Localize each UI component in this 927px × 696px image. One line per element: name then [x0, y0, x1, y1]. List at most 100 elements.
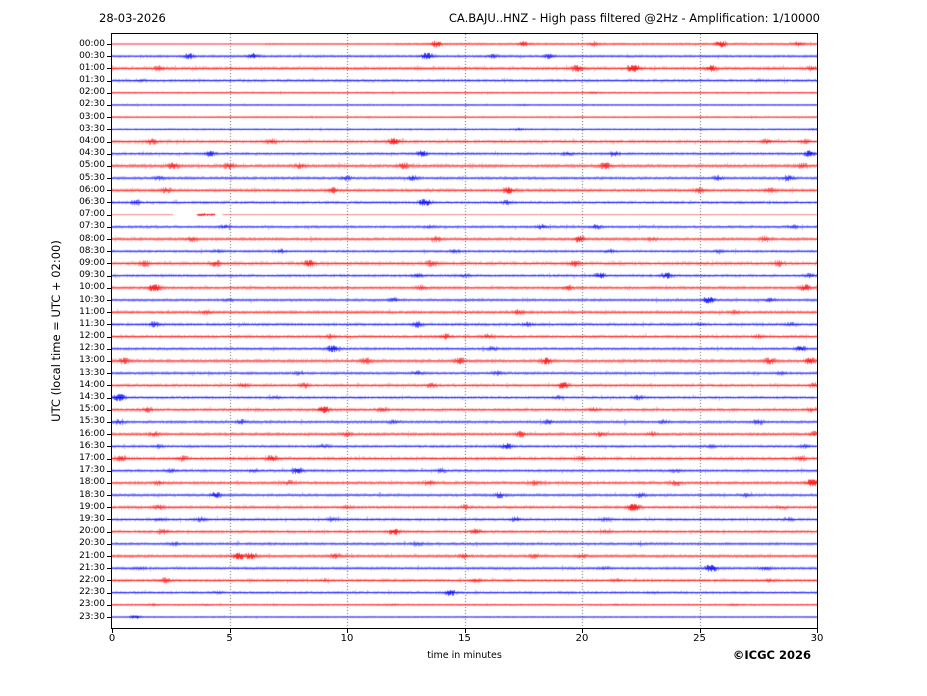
- x-tick: [464, 629, 466, 633]
- y-tick-label: 07:00: [79, 209, 105, 220]
- y-tick: [107, 592, 111, 594]
- y-tick: [107, 434, 111, 436]
- y-tick-label: 15:00: [79, 404, 105, 415]
- y-tick: [107, 226, 111, 228]
- y-tick: [107, 165, 111, 167]
- y-tick: [107, 92, 111, 94]
- y-tick: [107, 190, 111, 192]
- y-tick-label: 04:30: [79, 148, 105, 159]
- y-tick-label: 01:30: [79, 75, 105, 86]
- x-tick: [112, 629, 113, 633]
- y-tick-label: 11:30: [79, 318, 105, 329]
- y-tick: [107, 80, 111, 82]
- y-tick-label: 21:30: [79, 562, 105, 573]
- y-tick-label: 03:30: [79, 123, 105, 134]
- y-tick: [107, 239, 111, 241]
- y-tick: [107, 385, 111, 387]
- y-tick-label: 12:30: [79, 343, 105, 354]
- y-tick: [107, 495, 111, 497]
- copyright-label: ©ICGC 2026: [732, 648, 811, 662]
- y-tick: [107, 556, 111, 558]
- y-tick: [107, 251, 111, 253]
- y-tick-label: 13:30: [79, 367, 105, 378]
- y-tick-label: 16:00: [79, 428, 105, 439]
- y-tick: [107, 409, 111, 411]
- y-tick-label: 00:30: [79, 50, 105, 61]
- y-tick-label: 15:30: [79, 416, 105, 427]
- y-tick-label: 17:00: [79, 453, 105, 463]
- y-tick: [107, 604, 111, 606]
- y-tick-label: 03:00: [79, 111, 105, 122]
- y-tick-label: 14:30: [79, 392, 105, 403]
- y-tick: [107, 178, 111, 180]
- x-tick: [582, 629, 583, 633]
- y-tick-label: 04:00: [79, 136, 105, 147]
- y-tick-label: 17:30: [79, 465, 105, 476]
- y-tick: [107, 617, 111, 618]
- y-tick-label: 18:30: [79, 489, 105, 500]
- y-tick-label: 18:00: [79, 477, 105, 488]
- y-tick: [107, 68, 111, 70]
- x-tick-label: 5: [226, 633, 233, 644]
- y-tick: [107, 446, 111, 448]
- y-tick: [107, 324, 111, 326]
- y-tick: [107, 336, 111, 338]
- y-tick-label: 09:30: [79, 270, 105, 281]
- x-tick-label: 10: [340, 633, 354, 644]
- y-tick: [107, 397, 111, 399]
- y-tick: [107, 312, 111, 314]
- y-tick-label: 14:00: [79, 379, 105, 390]
- y-tick-label: 06:30: [79, 196, 105, 207]
- x-tick-label: 0: [108, 633, 116, 644]
- y-tick: [107, 202, 111, 204]
- y-tick-label: 02:30: [79, 99, 105, 110]
- y-tick: [107, 543, 111, 545]
- y-tick-label: 20:30: [79, 538, 105, 549]
- y-tick-label: 10:30: [79, 294, 105, 305]
- y-tick-label: 09:00: [79, 257, 105, 268]
- x-tick: [347, 629, 348, 633]
- y-tick-label: 00:00: [79, 38, 105, 49]
- y-tick: [107, 568, 111, 570]
- y-tick: [107, 263, 111, 265]
- y-tick-label: 16:30: [79, 440, 105, 451]
- y-tick-label: 05:30: [79, 172, 105, 183]
- x-tick: [699, 629, 701, 633]
- y-tick: [107, 580, 111, 582]
- y-tick-label: 22:00: [79, 574, 105, 585]
- y-tick-label: 08:30: [79, 245, 105, 256]
- y-tick-label: 05:00: [79, 160, 105, 171]
- y-tick-label: 12:00: [79, 331, 105, 342]
- y-tick: [107, 300, 111, 302]
- x-tick-label: 15: [458, 633, 471, 644]
- chart-title: CA.BAJU..HNZ - High pass filtered @2Hz -…: [448, 11, 820, 25]
- x-tick: [817, 629, 818, 633]
- date-label: 28-03-2026: [99, 11, 166, 25]
- y-tick: [107, 287, 111, 289]
- y-tick: [107, 104, 111, 106]
- y-tick: [107, 470, 111, 472]
- y-tick-label: 02:00: [79, 87, 105, 98]
- x-tick-label: 25: [693, 633, 706, 644]
- plot-frame: [111, 33, 818, 629]
- y-tick-label: 20:00: [79, 526, 105, 537]
- x-tick-label: 30: [810, 633, 824, 644]
- y-tick-label: 19:30: [79, 513, 105, 524]
- seismogram-traces-canvas: [112, 34, 817, 628]
- y-tick: [107, 507, 111, 509]
- y-tick-label: 13:00: [79, 355, 105, 366]
- y-tick: [107, 44, 111, 45]
- y-tick-label: 23:30: [79, 611, 105, 622]
- y-tick: [107, 117, 111, 119]
- y-tick: [107, 531, 111, 533]
- y-tick: [107, 275, 111, 277]
- y-tick-label: 01:00: [79, 62, 105, 73]
- y-tick-label: 21:00: [79, 550, 105, 561]
- y-tick: [107, 348, 111, 350]
- y-tick: [107, 373, 111, 375]
- y-tick-label: 22:30: [79, 587, 105, 598]
- y-tick: [107, 141, 111, 143]
- y-tick: [107, 519, 111, 521]
- y-tick: [107, 129, 111, 131]
